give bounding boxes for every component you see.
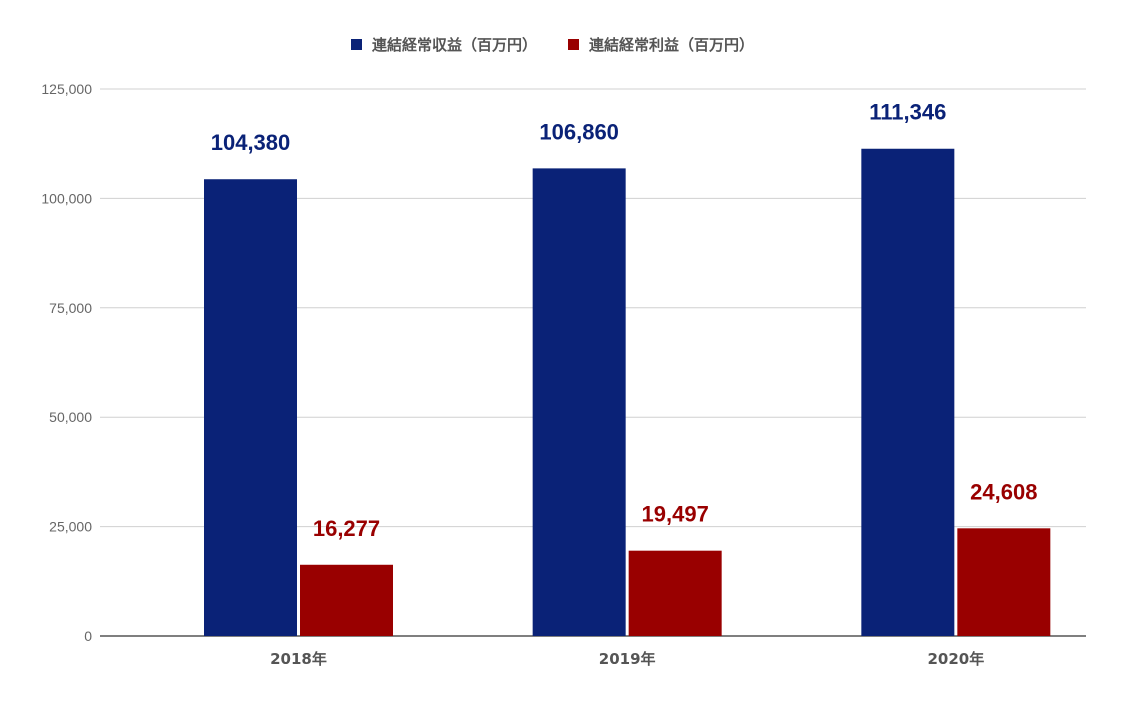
y-tick-label: 50,000	[49, 409, 92, 425]
data-label: 16,277	[313, 516, 380, 541]
legend-label: 連結経常利益（百万円）	[589, 36, 754, 54]
data-label: 24,608	[970, 479, 1037, 504]
x-tick-label: 2020年	[927, 650, 984, 668]
y-tick-label: 75,000	[49, 300, 92, 316]
bar	[300, 564, 393, 636]
legend: 連結経常収益（百万円） 連結経常利益（百万円）	[351, 36, 754, 54]
y-tick-label: 25,000	[49, 519, 92, 535]
y-tick-label: 0	[84, 628, 92, 644]
x-tick-label: 2019年	[599, 650, 656, 668]
bar	[204, 179, 297, 636]
y-axis: 0 25,000 50,000 75,000 100,000 125,000	[41, 81, 92, 644]
bar	[957, 528, 1051, 636]
x-axis: 2018年 2019年 2020年	[270, 650, 984, 668]
legend-swatch	[351, 39, 362, 50]
data-label: 19,497	[642, 502, 709, 527]
legend-swatch	[568, 39, 579, 50]
data-label: 111,346	[869, 100, 946, 125]
bar	[861, 148, 955, 636]
y-tick-label: 125,000	[41, 81, 92, 97]
data-label: 104,380	[211, 130, 291, 155]
bar	[628, 550, 722, 636]
data-labels: 104,380 16,277 106,860 19,497 111,346 24,608	[211, 100, 1038, 541]
x-tick-label: 2018年	[270, 650, 327, 668]
legend-label: 連結経常収益（百万円）	[372, 36, 537, 54]
bar	[532, 168, 626, 636]
data-label: 106,860	[539, 119, 619, 144]
y-tick-label: 100,000	[41, 190, 92, 206]
bars	[204, 148, 1051, 636]
